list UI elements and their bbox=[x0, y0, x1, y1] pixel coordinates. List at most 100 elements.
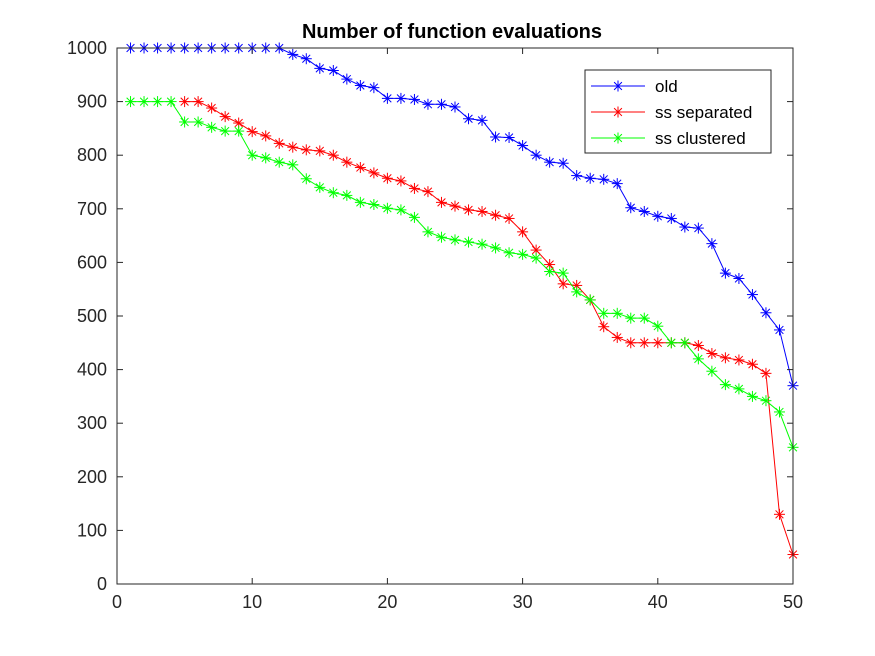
data-point-ss-separated bbox=[449, 200, 461, 212]
data-point-ss-clustered bbox=[179, 116, 191, 128]
data-point-ss-separated bbox=[206, 102, 218, 114]
data-point-ss-separated bbox=[652, 337, 664, 349]
data-point-ss-separated bbox=[760, 367, 772, 379]
data-point-ss-clustered bbox=[354, 196, 366, 208]
data-point-old bbox=[287, 48, 299, 60]
x-tick-label: 0 bbox=[112, 592, 122, 612]
data-point-ss-clustered bbox=[530, 252, 542, 264]
data-point-old bbox=[517, 140, 529, 152]
data-point-old bbox=[679, 221, 691, 233]
data-point-ss-separated bbox=[327, 149, 339, 161]
data-point-old bbox=[368, 82, 380, 94]
data-point-ss-separated bbox=[381, 172, 393, 184]
data-point-old bbox=[341, 73, 353, 85]
data-point-ss-separated bbox=[503, 212, 515, 224]
data-point-ss-clustered bbox=[490, 242, 502, 254]
data-point-ss-separated bbox=[463, 204, 475, 216]
data-point-ss-clustered bbox=[138, 96, 150, 108]
data-point-old bbox=[692, 222, 704, 234]
legend-label: ss clustered bbox=[655, 129, 746, 148]
data-point-ss-separated bbox=[246, 126, 258, 138]
data-point-old bbox=[598, 173, 610, 185]
data-point-ss-clustered bbox=[260, 152, 272, 164]
data-point-ss-clustered bbox=[544, 266, 556, 278]
data-point-ss-clustered bbox=[692, 353, 704, 365]
data-point-ss-clustered bbox=[557, 267, 569, 279]
data-point-ss-clustered bbox=[706, 365, 718, 377]
data-point-ss-separated bbox=[773, 508, 785, 520]
data-point-ss-clustered bbox=[152, 96, 164, 108]
data-point-ss-clustered bbox=[192, 116, 204, 128]
data-point-ss-separated bbox=[179, 96, 191, 108]
data-point-ss-separated bbox=[300, 144, 312, 156]
data-point-old bbox=[381, 92, 393, 104]
x-tick-label: 30 bbox=[513, 592, 533, 612]
data-point-ss-clustered bbox=[611, 307, 623, 319]
data-point-ss-clustered bbox=[368, 199, 380, 211]
data-point-old bbox=[665, 212, 677, 224]
data-point-ss-separated bbox=[395, 175, 407, 187]
data-point-ss-clustered bbox=[719, 379, 731, 391]
y-tick-label: 700 bbox=[77, 199, 107, 219]
data-point-ss-clustered bbox=[273, 156, 285, 168]
data-point-ss-clustered bbox=[219, 125, 231, 137]
data-point-ss-separated bbox=[273, 137, 285, 149]
data-point-ss-separated bbox=[422, 186, 434, 198]
data-point-ss-separated bbox=[368, 167, 380, 179]
data-point-old bbox=[395, 92, 407, 104]
data-point-ss-clustered bbox=[571, 286, 583, 298]
data-point-ss-clustered bbox=[165, 96, 177, 108]
data-point-old bbox=[638, 205, 650, 217]
x-tick-label: 20 bbox=[377, 592, 397, 612]
legend-swatch-marker bbox=[612, 80, 624, 92]
data-point-old bbox=[300, 53, 312, 65]
data-point-old bbox=[746, 289, 758, 301]
data-point-ss-separated bbox=[476, 205, 488, 217]
data-point-old bbox=[435, 98, 447, 110]
data-point-ss-separated bbox=[354, 162, 366, 174]
data-point-ss-separated bbox=[517, 226, 529, 238]
x-tick-label: 40 bbox=[648, 592, 668, 612]
data-point-old bbox=[354, 80, 366, 92]
legend: old ss separated ss clustered bbox=[584, 69, 772, 154]
data-point-ss-separated bbox=[733, 354, 745, 366]
y-tick-label: 100 bbox=[77, 520, 107, 540]
series-line-ss-separated bbox=[184, 101, 794, 555]
data-point-ss-clustered bbox=[733, 383, 745, 395]
x-tick-label: 10 bbox=[242, 592, 262, 612]
legend-label: ss separated bbox=[655, 103, 752, 122]
data-point-ss-clustered bbox=[381, 202, 393, 214]
data-point-ss-clustered bbox=[679, 337, 691, 349]
series-layer bbox=[125, 42, 799, 561]
data-point-ss-separated bbox=[341, 156, 353, 168]
data-point-ss-clustered bbox=[287, 159, 299, 171]
series-ss-separated bbox=[179, 96, 799, 561]
data-point-old bbox=[314, 62, 326, 74]
data-point-ss-separated bbox=[719, 352, 731, 364]
data-point-old bbox=[611, 178, 623, 190]
data-point-old bbox=[449, 101, 461, 113]
data-point-ss-clustered bbox=[760, 395, 772, 407]
y-tick-label: 500 bbox=[77, 306, 107, 326]
data-point-ss-clustered bbox=[206, 121, 218, 133]
data-point-old bbox=[706, 238, 718, 250]
data-point-old bbox=[733, 272, 745, 284]
data-point-ss-separated bbox=[611, 331, 623, 343]
data-point-ss-clustered bbox=[598, 307, 610, 319]
y-tick-label: 0 bbox=[97, 574, 107, 594]
legend-swatch-marker bbox=[612, 106, 624, 118]
legend-entry-ss-clustered: ss clustered bbox=[591, 129, 746, 148]
data-point-old bbox=[571, 170, 583, 182]
data-point-ss-separated bbox=[490, 209, 502, 221]
y-tick-label: 300 bbox=[77, 413, 107, 433]
y-tick-label: 1000 bbox=[67, 38, 107, 58]
legend-entry-old: old bbox=[591, 77, 678, 96]
data-point-old bbox=[476, 114, 488, 126]
data-point-old bbox=[719, 267, 731, 279]
data-point-old bbox=[327, 65, 339, 77]
data-point-ss-clustered bbox=[773, 406, 785, 418]
y-tick-label: 400 bbox=[77, 360, 107, 380]
data-point-old bbox=[652, 210, 664, 222]
y-tick-label: 800 bbox=[77, 145, 107, 165]
